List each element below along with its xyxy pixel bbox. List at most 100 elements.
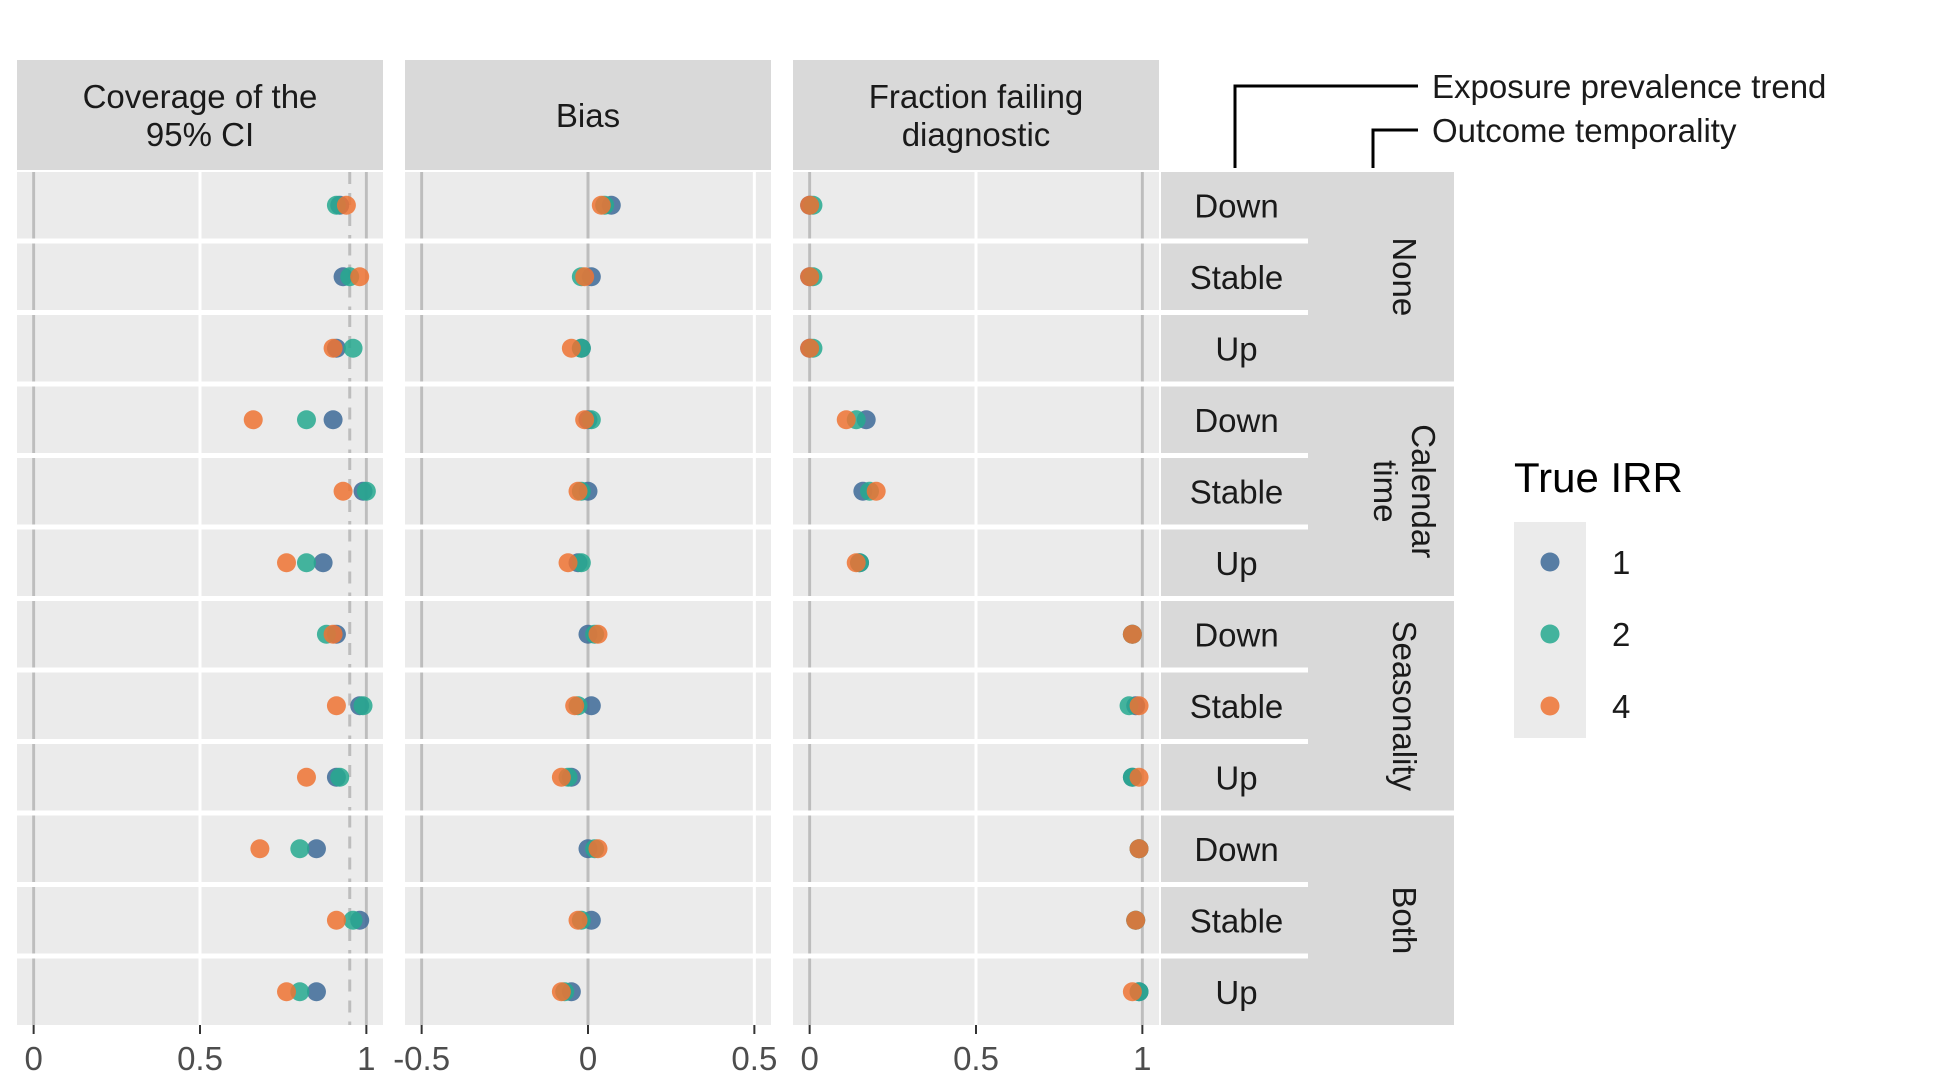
facet-title-fraction: diagnostic [902,116,1051,153]
data-point-irr-4-bias [568,910,588,930]
data-point-irr-1-coverage [306,982,326,1002]
axis-tick-label-coverage: 0 [24,1040,42,1077]
data-point-irr-4-fraction [1129,696,1149,716]
data-point-irr-4-coverage [326,910,346,930]
legend-label-irr-2: 2 [1612,616,1630,653]
data-point-irr-2-coverage [290,982,310,1002]
axis-tick-label-bias: -0.5 [393,1040,450,1077]
trend-strip [1161,887,1308,954]
data-point-irr-2-coverage [296,410,316,430]
trend-strip [1161,243,1308,310]
outcome-bracket-line [1371,128,1418,168]
trend-strip-label: Stable [1190,688,1284,725]
trend-strip [1161,458,1308,525]
data-point-irr-4-coverage [250,839,270,859]
trend-strip-label: Down [1194,616,1278,653]
data-point-irr-2-coverage [353,696,373,716]
data-point-irr-4-coverage [336,195,356,215]
group-strip-label: Seasonality [1386,620,1423,791]
trend-strip-label: Down [1194,187,1278,224]
data-point-irr-2-coverage [343,910,363,930]
panel-layer: 0 0.5 1 -0.5 0 0.5 0 0.5 1 [17,172,1159,1077]
data-point-irr-4-bias [551,982,571,1002]
data-point-irr-1-coverage [313,553,333,573]
group-strip-label: Both [1386,886,1423,954]
legend-key-irr-1 [1540,552,1560,572]
group-strip [1308,815,1454,1025]
axis-tick-label-bias: 0 [579,1040,597,1077]
trend-strip-label: Up [1215,974,1257,1011]
trend-strip [1161,315,1308,382]
data-point-irr-4-coverage [323,338,343,358]
axis-tick-label-fraction: 0.5 [953,1040,999,1077]
data-point-irr-4-coverage [277,982,297,1002]
axis-tick-label-bias: 0.5 [731,1040,777,1077]
data-point-irr-4-fraction [800,195,820,215]
data-point-irr-4-bias [551,767,571,787]
data-point-irr-4-coverage [296,767,316,787]
data-point-irr-2-coverage [343,338,363,358]
trend-strip-label: Stable [1190,473,1284,510]
outcome-temporality-header: Outcome temporality [1432,112,1737,149]
exposure-trend-header: Exposure prevalence trend [1432,68,1826,105]
data-point-irr-2-coverage [296,553,316,573]
data-point-irr-4-bias [565,696,585,716]
axis-tick-label-coverage: 0.5 [177,1040,223,1077]
data-point-irr-4-fraction [800,267,820,287]
legend-key-irr-4 [1540,696,1560,716]
data-point-irr-4-fraction [1122,624,1142,644]
data-point-irr-2-coverage [290,839,310,859]
axis-tick-label-coverage: 1 [357,1040,375,1077]
data-point-irr-4-bias [558,553,578,573]
group-strip-label: None [1386,237,1423,316]
data-point-irr-4-fraction [1129,767,1149,787]
data-point-irr-4-coverage [333,481,353,501]
group-strip-label: time [1367,460,1404,522]
group-strip [1308,172,1454,382]
trend-strip [1161,958,1308,1025]
data-point-irr-4-bias [588,624,608,644]
data-point-irr-4-bias [588,839,608,859]
data-point-irr-1-coverage [323,410,343,430]
group-strip [1308,601,1454,811]
facet-strip-bias [405,60,771,170]
data-point-irr-2-coverage [330,767,350,787]
exposure-bracket-line [1233,84,1418,168]
trend-strip-label: Stable [1190,902,1284,939]
data-point-irr-4-coverage [243,410,263,430]
data-point-irr-4-fraction [836,410,856,430]
trend-strip-label: Down [1194,402,1278,439]
data-point-irr-4-bias [568,481,588,501]
facet-strip-fraction [793,60,1159,170]
trend-strip [1161,672,1308,739]
data-point-irr-4-bias [575,410,595,430]
data-point-irr-4-bias [575,267,595,287]
axis-tick-label-fraction: 0 [800,1040,818,1077]
legend-key-irr-2 [1540,624,1560,644]
data-point-irr-4-fraction [1129,839,1149,859]
data-point-irr-2-coverage [356,481,376,501]
legend-label-irr-1: 1 [1612,544,1630,581]
data-point-irr-4-coverage [326,696,346,716]
data-point-irr-2-bias [571,553,591,573]
trend-strip [1161,601,1308,668]
data-point-irr-4-fraction [866,481,886,501]
facet-title-coverage: Coverage of the [83,78,318,115]
data-point-irr-4-coverage [277,553,297,573]
legend: True IRR 1 2 4 [1514,454,1683,738]
data-point-irr-1-coverage [306,839,326,859]
axis-tick-label-fraction: 1 [1133,1040,1151,1077]
facet-title-coverage: 95% CI [146,116,254,153]
trend-strip-label: Up [1215,545,1257,582]
data-point-irr-4-fraction [800,338,820,358]
legend-title: True IRR [1514,454,1683,501]
group-strip [1308,386,1454,596]
data-point-irr-4-fraction [1126,910,1146,930]
trend-strip [1161,815,1308,882]
data-point-irr-4-bias [591,195,611,215]
trend-strip [1161,744,1308,811]
trend-strip [1161,386,1308,453]
legend-label-irr-4: 4 [1612,688,1630,725]
